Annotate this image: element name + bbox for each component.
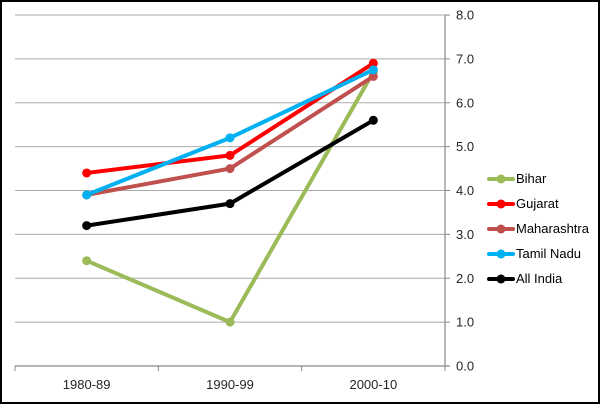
legend-marker-dot: [496, 249, 506, 258]
legend-swatch-maharashtra: [487, 224, 515, 233]
legend-item-all-india: All India: [487, 266, 589, 291]
legend-item-tamil-nadu: Tamil Nadu: [487, 241, 589, 266]
data-point-gujarat: [82, 168, 92, 178]
data-point-tamil-nadu: [368, 65, 378, 75]
data-point-gujarat: [368, 58, 378, 68]
legend-marker-dot: [496, 199, 506, 208]
series-line-bihar: [84, 70, 376, 325]
y-tick-label: 1.0: [456, 315, 474, 330]
legend-item-maharashtra: Maharashtra: [487, 216, 589, 241]
legend-label: All India: [516, 271, 563, 286]
data-point-maharashtra: [368, 71, 378, 81]
y-tick-label: 8.0: [456, 8, 474, 23]
data-point-tamil-nadu: [82, 190, 92, 200]
legend-item-bihar: Bihar: [487, 166, 589, 191]
data-point-gujarat: [225, 150, 235, 160]
legend-label: Tamil Nadu: [516, 246, 582, 261]
legend-swatch-bihar: [487, 174, 515, 183]
legend-item-gujarat: Gujarat: [487, 191, 589, 216]
data-point-tamil-nadu: [225, 133, 235, 143]
y-tick-label: 7.0: [456, 51, 474, 66]
series-line-tamil-nadu: [84, 67, 376, 197]
y-tick-label: 4.0: [456, 183, 474, 198]
x-tick-label: 1990-99: [206, 377, 254, 392]
legend-marker-dot: [496, 224, 506, 233]
chart-legend: Bihar Gujarat Maharashtra Tamil Nadu All Ind…: [487, 166, 589, 291]
x-tick-label: 2000-10: [349, 377, 397, 392]
data-point-bihar: [82, 256, 92, 266]
data-point-all-india: [225, 199, 235, 209]
y-tick-label: 5.0: [456, 139, 474, 154]
legend-marker-dot: [496, 174, 506, 183]
data-point-all-india: [368, 115, 378, 125]
legend-marker-dot: [496, 274, 506, 283]
data-point-all-india: [82, 221, 92, 231]
legend-swatch-gujarat: [487, 199, 515, 208]
y-tick-label: 3.0: [456, 227, 474, 242]
legend-swatch-tamil-nadu: [487, 249, 515, 258]
data-point-maharashtra: [225, 164, 235, 174]
data-point-bihar: [225, 317, 235, 327]
y-tick-label: 6.0: [456, 95, 474, 110]
legend-swatch-all-india: [487, 274, 515, 283]
y-tick-label: 0.0: [456, 359, 474, 374]
legend-label: Bihar: [516, 171, 547, 186]
y-tick-label: 2.0: [456, 271, 474, 286]
legend-label: Gujarat: [516, 196, 559, 211]
x-tick-label: 1980-89: [63, 377, 111, 392]
legend-label: Maharashtra: [516, 221, 589, 236]
